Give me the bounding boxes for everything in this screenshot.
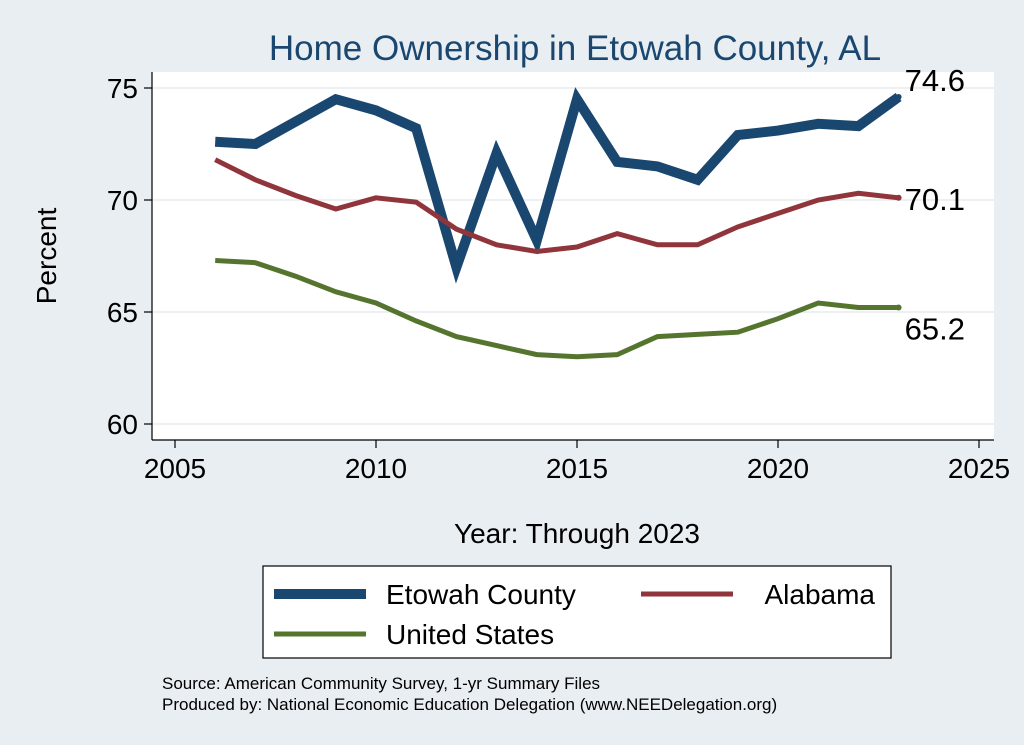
united-states-line (215, 258, 899, 360)
series-end-marker (895, 93, 902, 100)
plot-area (152, 72, 994, 440)
legend-label: Alabama (764, 579, 875, 610)
x-tick-label: 2005 (144, 453, 206, 484)
source-note: Source: American Community Survey, 1-yr … (162, 674, 600, 693)
series-end-label: 74.6 (905, 63, 965, 98)
produced-by-note: Produced by: National Economic Education… (162, 695, 777, 714)
series-end-label: 65.2 (905, 312, 965, 347)
legend-label: United States (386, 619, 554, 650)
alabama-line (214, 157, 899, 255)
end-labels: 74.6 70.1 65.2 (905, 63, 965, 347)
x-tick-label: 2020 (747, 453, 809, 484)
y-tick-label: 75 (107, 73, 138, 104)
series-lines (214, 87, 902, 360)
y-tick-label: 65 (107, 297, 138, 328)
legend: Etowah County Alabama United States (262, 565, 892, 659)
etowah-county-line (214, 87, 902, 284)
series-end-marker (895, 304, 902, 311)
legend-box (262, 565, 892, 659)
x-axis-label: Year: Through 2023 (454, 518, 700, 549)
y-tick-label: 60 (107, 409, 138, 440)
legend-label: Etowah County (386, 579, 576, 610)
y-tick-label: 70 (107, 185, 138, 216)
grid-lines (152, 87, 994, 425)
x-axis-ticks: 2005 2010 2015 2020 2025 (144, 440, 1010, 484)
series-end-marker (895, 194, 902, 201)
y-axis-label: Percent (31, 208, 62, 305)
y-axis-ticks: 60 65 70 75 (107, 73, 152, 440)
x-tick-label: 2010 (345, 453, 407, 484)
series-end-label: 70.1 (905, 182, 965, 217)
x-tick-label: 2025 (948, 453, 1010, 484)
x-tick-label: 2015 (546, 453, 608, 484)
chart-title: Home Ownership in Etowah County, AL (269, 29, 881, 68)
